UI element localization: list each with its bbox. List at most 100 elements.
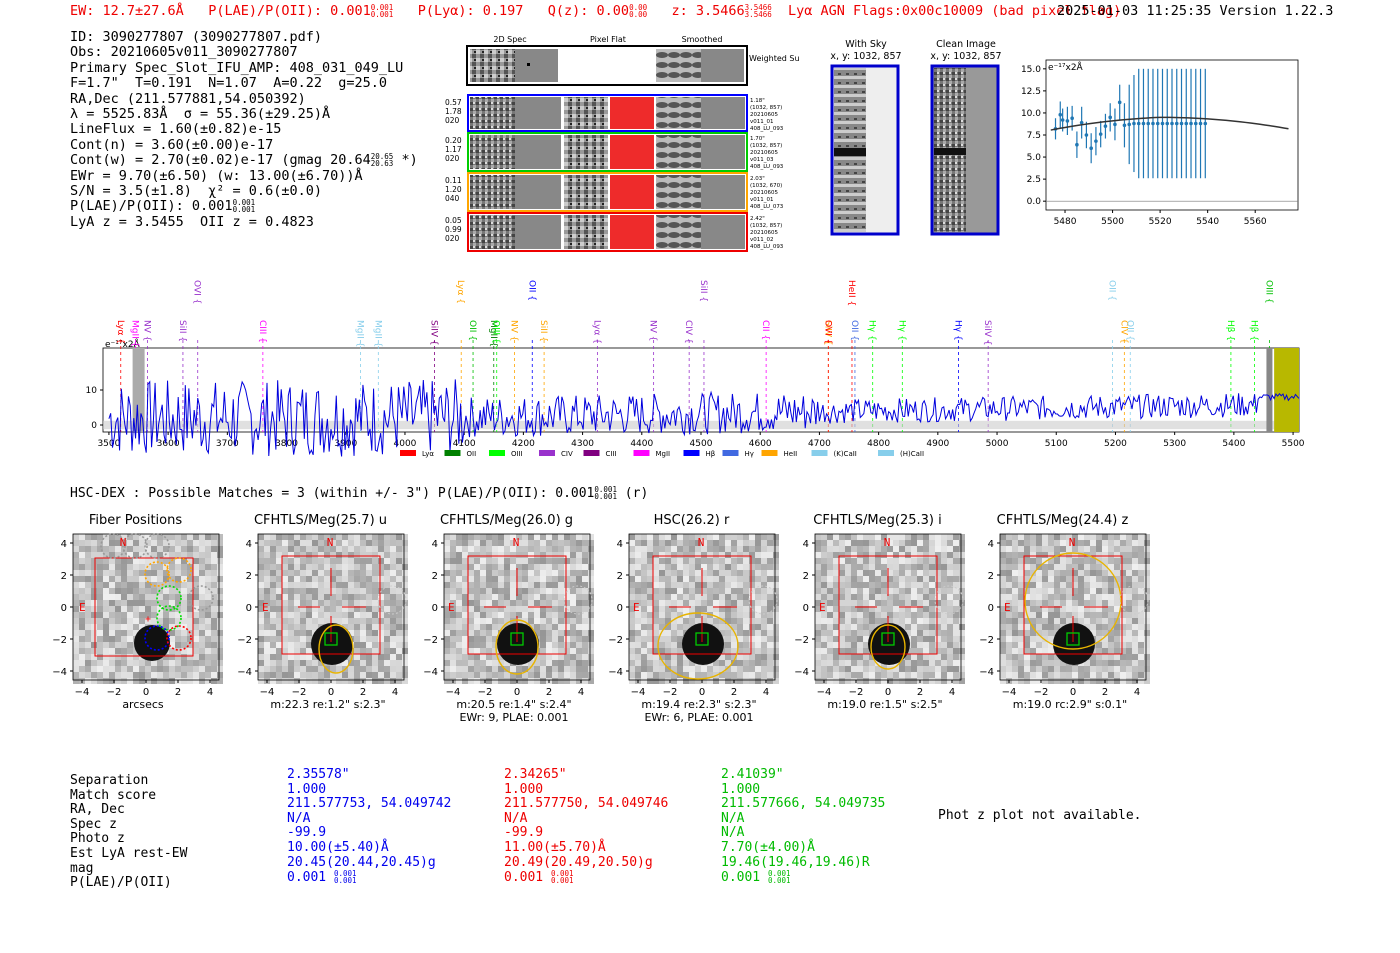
east-label: E: [79, 601, 86, 614]
masked-band: [1266, 348, 1273, 432]
with-sky-title: With Sky: [845, 39, 887, 50]
info-id: ID: 3090277807 (3090277807.pdf): [70, 29, 322, 45]
line-marker-label: OII {: [467, 320, 477, 341]
spectrum-xtick: 4300: [571, 439, 594, 449]
cut-xtick: 4: [207, 687, 213, 698]
fit-ytick: 7.5: [1027, 131, 1041, 141]
fiber-circle: [144, 533, 170, 559]
elliptical-aperture: [495, 619, 539, 675]
fiber-row-meta: v011_01: [750, 197, 774, 203]
north-label: N: [1069, 536, 1076, 549]
cut-xtick: −2: [292, 687, 307, 698]
line-marker-label: OII {: [1124, 320, 1134, 341]
legend-label: (H)CaII: [900, 450, 924, 458]
aperture-box: [281, 555, 381, 655]
fit-xtick: 5500: [1101, 217, 1124, 227]
fit-point: [1079, 120, 1084, 125]
match-box: [695, 632, 709, 646]
header-qz: Q(z): 0.00: [547, 3, 630, 19]
cut-xtick: 4: [578, 687, 584, 698]
fiber-row-meta: 1.70": [750, 136, 765, 142]
cut-ytick: 4: [61, 539, 67, 550]
cutout-panel: CFHTLS/Meg(25.3) i N E 4 2 0 −2 −4 −4 −2 0 2 4 m:19.0…: [780, 510, 975, 730]
cut-xtick: 4: [1134, 687, 1140, 698]
cut-xtick: 0: [143, 687, 149, 698]
line-marker-label: Hβ {: [1249, 320, 1259, 341]
fiber-row-value: 0.20: [445, 136, 462, 145]
match-value: 10.00(±5.40)Å: [287, 839, 389, 855]
cut-ytick: 4: [617, 539, 623, 550]
match-value: 211.577666, 54.049735: [721, 796, 886, 812]
cut-xtick: 0: [699, 687, 705, 698]
fiber-circle: [188, 585, 214, 611]
line-marker-label: SiIV {: [982, 320, 992, 346]
line-marker-label: SiIV {: [429, 320, 439, 346]
fiber-row-value: 0.11: [445, 176, 462, 185]
line-marker-label: OVI {: [822, 320, 832, 344]
cut-ytick: 4: [803, 539, 809, 550]
info-primary: Primary Spec_Slot_IFU_AMP: 408_031_049_L…: [70, 59, 404, 76]
weighted-sum-label: Weighted Sum: [749, 54, 800, 63]
fit-point: [1160, 121, 1165, 126]
fiber-circle: [100, 533, 126, 559]
match-row-label: Spec z: [70, 816, 117, 832]
cutout-title: HSC(26.2) r: [653, 513, 730, 528]
match-value: 19.46(19.46,19.46)R: [721, 854, 870, 870]
fiber-row-meta: v011_02: [750, 237, 774, 243]
match-value: 211.577753, 54.049742: [287, 796, 452, 812]
match-value: N/A: [721, 825, 745, 841]
fit-point: [1098, 132, 1103, 136]
cutout-caption-ewr: EWr: 6, PLAE: 0.001: [644, 711, 754, 724]
fit-xtick: 5540: [1196, 217, 1219, 227]
fit-point: [1113, 122, 1117, 127]
cutout-caption: m:19.0 re:1.5" s:2.5": [827, 698, 943, 711]
legend-label: (K)CaII: [834, 450, 857, 458]
match-value: 1.000: [504, 781, 544, 797]
line-marker-label: MgII {: [130, 320, 140, 347]
line-marker-label: Hβ {: [1225, 320, 1235, 341]
fit-point: [1141, 121, 1146, 126]
line-marker-label: MgII {: [355, 320, 365, 347]
legend-swatch: [878, 450, 894, 456]
line-marker-label: MgII {: [488, 320, 498, 347]
match-value: N/A: [504, 810, 528, 826]
fiber-row-value: 0.57: [445, 98, 462, 107]
cut-ytick: −4: [237, 667, 252, 678]
cutout-caption-ewr: EWr: 9, PLAE: 0.001: [459, 711, 569, 724]
info-radec: RA,Dec (211.577881,54.050392): [70, 90, 306, 107]
cut-xtick: 4: [392, 687, 398, 698]
cutout-title: CFHTLS/Meg(25.7) u: [253, 513, 388, 528]
cut-ytick: −2: [608, 635, 623, 646]
fiber-row-meta: (1032, 857): [750, 105, 782, 111]
cut-ytick: −4: [52, 667, 67, 678]
cut-ytick: 2: [617, 571, 623, 582]
cut-xtick: 2: [175, 687, 181, 698]
info-obs: Obs: 20210605v011_3090277807: [70, 44, 298, 61]
match-box: [510, 632, 524, 646]
cut-ytick: 2: [61, 571, 67, 582]
line-marker-label: CII {: [760, 320, 770, 340]
spectrum-xtick: 4200: [512, 439, 535, 449]
cut-ytick: −4: [794, 667, 809, 678]
info-contn: Cont(n) = 3.60(±0.00)e-17: [70, 136, 274, 153]
legend-label: HeII: [784, 450, 798, 458]
galaxy-source: [134, 625, 170, 661]
spectrum-ytick: 10: [86, 386, 98, 396]
match-value: 11.00(±5.70)Å: [504, 839, 606, 855]
cut-ytick: 2: [432, 571, 438, 582]
header-plae: P(LAE)/P(OII): 0.001: [208, 3, 371, 19]
info-lambda: λ = 5525.83Å σ = 55.36(±29.25)Å: [70, 106, 331, 123]
info-plae-err: 0.001 0.001: [232, 198, 256, 215]
header-z-err: 3.5466 3.5466: [744, 3, 772, 19]
legend-label: OIII: [511, 450, 523, 458]
cutout-caption: arcsecs: [122, 698, 164, 711]
fit-point: [1094, 139, 1098, 143]
header-plae-err: 0.001 0.001: [370, 3, 394, 19]
fit-ytick: 5.0: [1027, 153, 1042, 163]
elliptical-aperture: [657, 612, 739, 680]
cutout-panel: CFHTLS/Meg(26.0) g N E 4 2 0 −2 −4 −4 −2 0 2 4 m:20.5…: [409, 510, 604, 730]
legend-label: CIII: [606, 450, 617, 458]
match-row-label: P(LAE)/P(OII): [70, 875, 172, 891]
fiber-row-2: [467, 132, 748, 172]
full-spectrum-chart: e⁻¹⁷x2Å Lyα {MgII {NV {SiII {OVI {CIII {…: [86, 280, 1305, 458]
